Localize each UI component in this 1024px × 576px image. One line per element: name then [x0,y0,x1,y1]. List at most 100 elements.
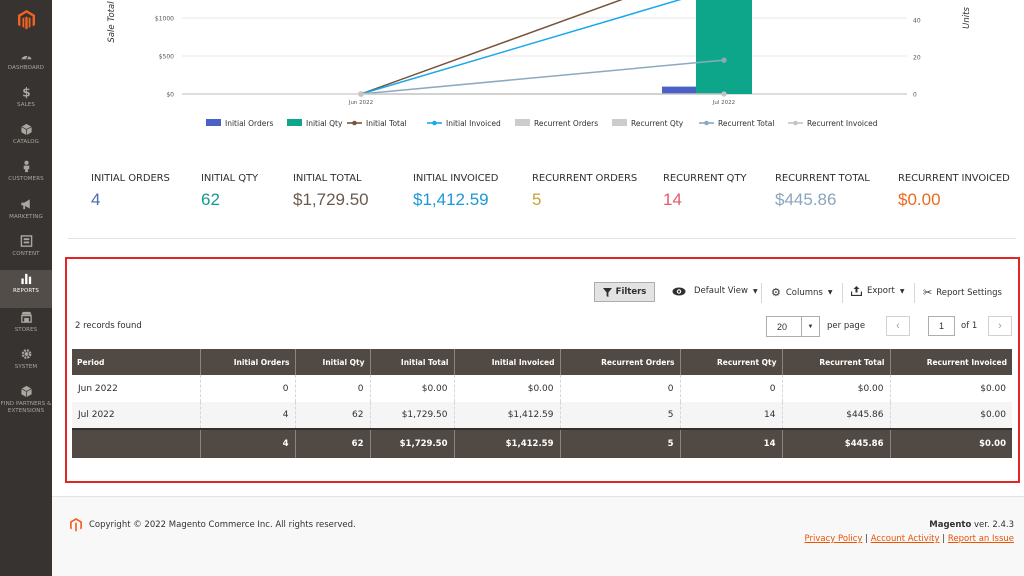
sidebar-item-label: CUSTOMERS [8,176,44,182]
table-cell: $0.00 [781,375,890,402]
kpi-label: INITIAL QTY [201,173,259,184]
records-found: 2 records found [75,321,142,331]
sidebar-item-reports[interactable]: REPORTS [0,270,52,308]
sidebar-item-dashboard[interactable]: DASHBOARD [0,47,52,85]
report-settings-button[interactable]: ✂ Report Settings [923,286,1002,299]
column-header-recurrent-orders[interactable]: Recurrent Orders [559,349,680,375]
kpi-divider [68,238,1016,239]
legend-swatch [206,119,221,126]
point-recurrent-invoiced [721,91,727,97]
admin-sidebar: DASHBOARD $ SALES CATALOG CUSTOMERS MARKETING… [0,0,52,576]
table-cell: 62 [294,402,370,429]
table-row: Jul 2022 4 62 $1,729.50 $1,412.59 5 14 $445.86 $… [72,402,1012,429]
toolbar-separator [842,283,843,303]
column-header-recurrent-invoiced[interactable]: Recurrent Invoiced [889,349,1012,375]
per-page-select[interactable]: 20 ▼ [766,316,820,337]
totals-cell [72,428,200,458]
legend-swatch [432,120,437,126]
kpi-label: INITIAL INVOICED [413,173,499,184]
column-header-initial-total[interactable]: Initial Total [369,349,454,375]
table-cell: Jun 2022 [78,383,118,394]
sidebar-item-content[interactable]: CONTENT [0,233,52,271]
megaphone-icon [20,199,30,210]
table-cell: $1,729.50 [369,402,454,429]
content-icon [20,235,32,247]
customer-icon [23,160,29,173]
columns-dropdown[interactable]: ⚙ Columns ▼ [771,286,832,299]
column-header-initial-invoiced[interactable]: Initial Invoiced [453,349,560,375]
y-tick-label: $500 [159,54,174,61]
default-view-label: Default View [694,286,748,296]
sidebar-item-catalog[interactable]: CATALOG [0,121,52,159]
caret-down-icon: ▼ [827,289,833,296]
kpi-initial-qty: INITIAL QTY 62 [201,173,258,210]
copyright-text: Copyright © 2022 Magento Commerce Inc. A… [89,520,356,530]
sidebar-item-customers[interactable]: CUSTOMERS [0,158,52,196]
gear-icon: ⚙ [771,286,781,299]
sidebar-item-label: REPORTS [13,288,39,294]
kpi-label: RECURRENT TOTAL [775,173,870,184]
column-header-initial-qty[interactable]: Initial Qty [294,349,370,375]
filter-icon [602,287,612,297]
default-view-dropdown[interactable]: Default View ▼ [672,286,758,296]
account-activity-link[interactable]: Account Activity [870,534,940,544]
sidebar-item-stores[interactable]: STORES [0,309,52,347]
column-header-initial-orders[interactable]: Initial Orders [199,349,295,375]
magento-logo[interactable] [0,0,52,40]
sidebar-item-label: CATALOG [12,139,40,145]
reports-bar-icon [20,273,31,285]
legend-label: Initial Total [366,119,407,128]
table-cell: $0.00 [453,375,560,402]
caret-down-icon: ▼ [801,317,819,336]
bar-initial-orders [662,86,717,94]
caret-down-icon: ▼ [899,287,905,295]
prev-page-button[interactable]: ‹ [886,316,910,336]
totals-cell: 5 [559,428,680,458]
sidebar-item-sales[interactable]: $ SALES [0,84,52,122]
totals-cell: 62 [294,428,370,458]
x-tick-label: Jun 2022 [348,100,373,106]
table-cell: $445.86 [781,402,890,429]
kpi-value: 62 [201,190,220,209]
sidebar-item-system[interactable]: SYSTEM [0,346,52,384]
kpi-initial-invoiced: INITIAL INVOICED $1,412.59 [413,173,498,210]
legend-swatch [704,120,709,126]
report-issue-link[interactable]: Report an Issue [947,534,1014,544]
page-input[interactable]: 1 [928,316,955,336]
table-cell: $1,412.59 [453,402,560,429]
legend-swatch [352,120,357,126]
sidebar-item-find[interactable]: FIND PARTNERS & EXTENSIONS [0,383,52,421]
export-dropdown[interactable]: Export ▼ [851,286,904,296]
y-axis-label: Sale Total [107,1,117,43]
point-recurrent-total [721,57,727,63]
table-cell: 0 [679,375,782,402]
kpi-value: $445.86 [775,190,837,209]
column-header-recurrent-qty[interactable]: Recurrent Qty [679,349,782,375]
point-recurrent-invoiced [358,91,364,97]
totals-cell: $1,729.50 [369,428,454,458]
totals-row: 4 62 $1,729.50 $1,412.59 5 14 $445.86 $0.00 [72,428,1012,458]
store-icon [20,311,32,323]
kpi-value: 5 [532,190,542,209]
sales-chart: $0 $500 $1000 0 20 40 Sale Total Units Jun 2022 J… [52,0,1024,140]
table-cell: 0 [199,375,295,402]
kpi-value: $1,412.59 [413,190,489,209]
svg-text:$: $ [22,86,30,99]
privacy-policy-link[interactable]: Privacy Policy [804,534,863,544]
table-cell: $0.00 [369,375,454,402]
filters-button[interactable]: Filters [594,282,655,302]
column-header-recurrent-total[interactable]: Recurrent Total [781,349,890,375]
y2-tick-label: 0 [913,92,917,99]
y2-axis-label: Units [962,7,972,29]
sidebar-item-label: SYSTEM [14,364,38,370]
column-header-period[interactable]: Period [72,349,200,375]
sidebar-item-label: SALES [17,102,35,108]
table-cell: 0 [559,375,680,402]
version-info: Magento ver. 2.4.3 [929,520,1014,530]
eye-icon [672,287,686,295]
sidebar-item-marketing[interactable]: MARKETING [0,196,52,234]
next-page-button[interactable]: › [988,316,1012,336]
toolbar-separator [914,283,915,303]
kpi-value: 14 [663,190,682,209]
sidebar-item-label: FIND PARTNERS & EXTENSIONS [0,401,52,414]
